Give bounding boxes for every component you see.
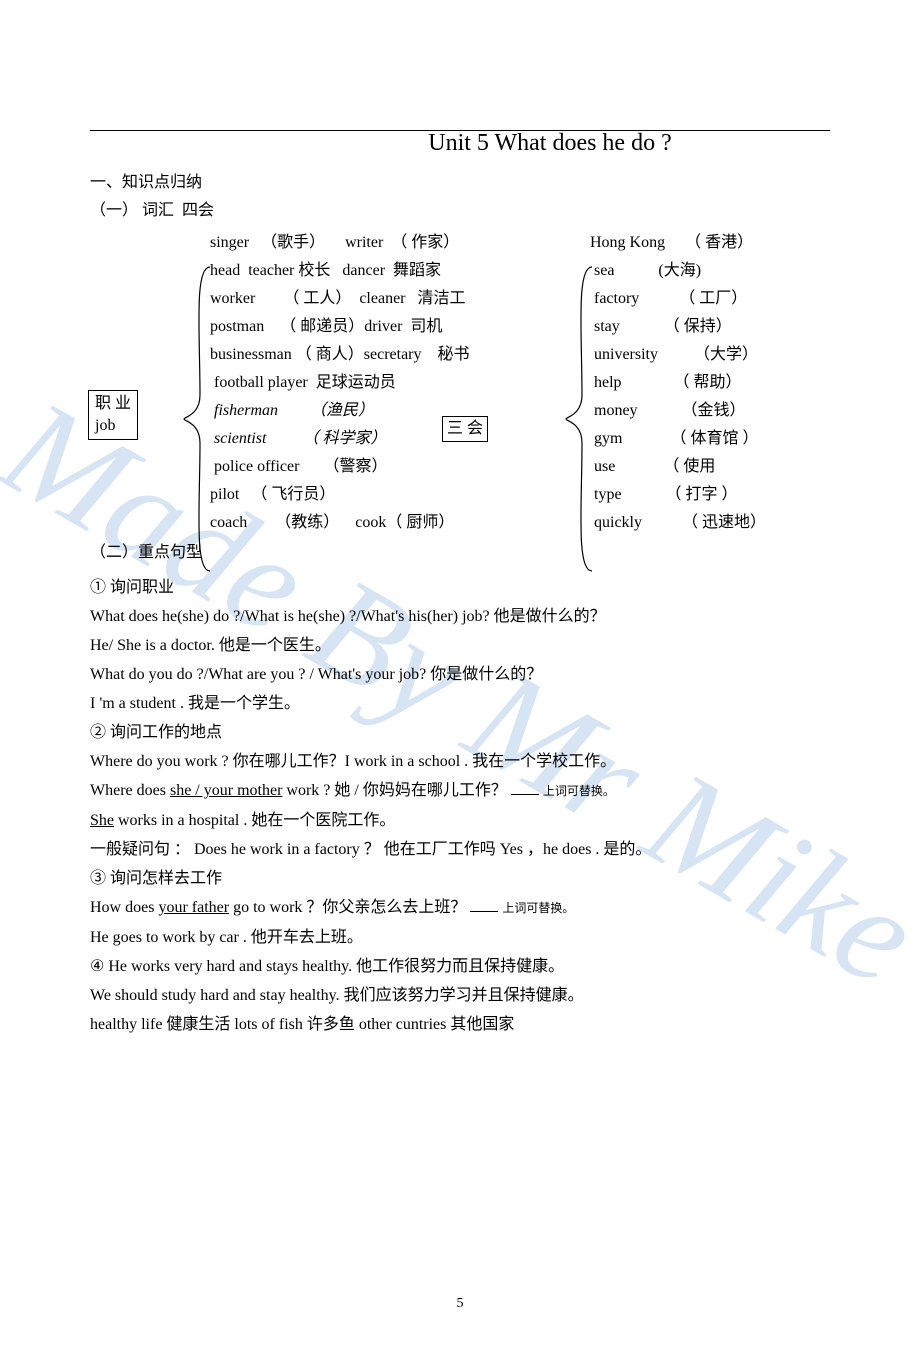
vocab-right-row: money （金钱） [590,397,850,425]
vocab-left-row: pilot （ 飞行员） [210,481,550,509]
vocab-left-row: coach （教练） cook（ 厨师） [210,509,550,537]
sanhui-box-label: 三 会 [442,416,488,442]
sentence-row: What do you do ?/What are you ? / What's… [90,660,920,689]
vocab-right-row: quickly （ 迅速地） [590,509,850,537]
sentence-row: She works in a hospital . 她在一个医院工作。 [90,806,920,835]
blank-underline [511,779,539,795]
vocab-left-row: football player 足球运动员 [210,369,550,397]
vocab-column-left: singer （歌手） writer （ 作家） head teacher 校长… [210,229,550,537]
heading-1-1: （一） 词汇 四会 [90,197,920,225]
vocab-right-row: factory （ 工厂） [590,285,850,313]
sentence-row: I 'm a student . 我是一个学生。 [90,689,920,718]
blank-underline [470,896,498,912]
sentence-row: healthy life 健康生活 lots of fish 许多鱼 other… [90,1010,920,1039]
vocab-left-row: police officer （警察） [210,453,550,481]
sentence-row: Where does she / your mother work ? 她 / … [90,776,920,806]
sentence-row: He/ She is a doctor. 他是一个医生。 [90,631,920,660]
vocab-left-row: head teacher 校长 dancer 舞蹈家 [210,257,550,285]
sentence-row: 一般疑问句 ： Does he work in a factory ？ 他在工厂… [90,835,920,864]
vocab-column-right: Hong Kong （ 香港） sea (大海) factory （ 工厂） s… [590,229,850,537]
sentence-row: ④ He works very hard and stays healthy. … [90,952,920,981]
left-curly-brace-icon [182,265,212,573]
page-number: 5 [0,1296,920,1312]
vocab-left-row: postman （ 邮递员）driver 司机 [210,313,550,341]
vocab-left-row: fisherman （渔民） [210,397,550,425]
vocab-left-row: scientist （ 科学家） [210,425,550,453]
sentence-row: ① 询问职业 [90,573,920,602]
sentence-row: We should study hard and stay healthy. 我… [90,981,920,1010]
vocab-left-row: businessman （ 商人）secretary 秘书 [210,341,550,369]
vocab-left-row: singer （歌手） writer （ 作家） [210,229,550,257]
sentence-block: ① 询问职业 What does he(she) do ?/What is he… [90,573,920,1039]
sentence-row: Where do you work ? 你在哪儿工作？I work in a s… [90,747,920,776]
sentence-row: What does he(she) do ?/What is he(she) ?… [90,602,920,631]
page-content: Unit 5 What does he do ? 一、知识点归纳 （一） 词汇 … [90,130,920,1039]
vocab-right-row: type （ 打字 ） [590,481,850,509]
sentence-row: ③ 询问怎样去工作 [90,864,920,893]
sentence-row: ② 询问工作的地点 [90,718,920,747]
heading-1-2: （二）重点句型 [90,539,920,567]
sentence-row: How does your father go to work ？你父亲怎么去上… [90,893,920,923]
vocab-right-row: gym （ 体育馆 ） [590,425,850,453]
vocab-right-row: stay （ 保持） [590,313,850,341]
vocab-right-row: use （ 使用 [590,453,850,481]
heading-1: 一、知识点归纳 [90,169,920,197]
sentence-row: He goes to work by car . 他开车去上班。 [90,923,920,952]
vocab-right-row: sea (大海) [590,257,850,285]
job-box-label: 职 业 job [88,390,138,440]
vocab-right-row: university （大学） [590,341,850,369]
vocab-right-row: help （ 帮助） [590,369,850,397]
right-curly-brace-icon [564,265,594,573]
vocab-left-row: worker （ 工人） cleaner 清洁工 [210,285,550,313]
unit-title: Unit 5 What does he do ? [90,130,920,157]
vocab-right-row: Hong Kong （ 香港） [590,229,850,257]
